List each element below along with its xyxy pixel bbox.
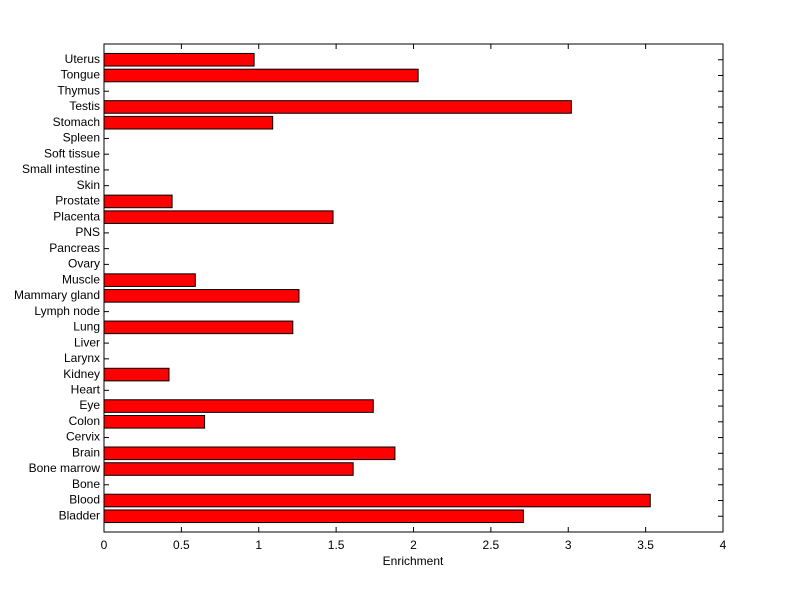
y-tick-label: Prostate (55, 194, 100, 208)
y-tick-label: Pancreas (49, 241, 100, 255)
y-tick-label: Placenta (53, 209, 100, 223)
y-tick-label: Bladder (59, 508, 100, 522)
bar (103, 493, 651, 508)
x-tick-label: 3 (565, 538, 572, 552)
y-tick-label: Lung (73, 320, 100, 334)
x-tick-label: 0.5 (173, 538, 190, 552)
y-tick-label: Bone (72, 477, 100, 491)
y-tick-label: Spleen (63, 131, 100, 145)
y-tick-label: Colon (69, 414, 100, 428)
bar (103, 509, 524, 524)
y-tick-label: Blood (69, 493, 100, 507)
y-tick-label: Heart (71, 382, 101, 396)
bar (103, 399, 374, 413)
y-tick-label: Liver (74, 335, 100, 349)
x-tick-label: 4 (720, 538, 727, 552)
bar (103, 462, 354, 476)
y-tick-label: Ovary (68, 257, 100, 271)
y-tick-label: Muscle (62, 272, 100, 286)
y-tick-label: Testis (69, 99, 100, 113)
y-tick-label: Small intestine (22, 162, 100, 176)
y-tick-label: Cervix (66, 430, 100, 444)
y-tick-label: Skin (77, 178, 100, 192)
y-tick-label: Stomach (53, 115, 100, 129)
x-tick-label: 2.5 (483, 538, 500, 552)
bar (103, 273, 196, 287)
bar (103, 194, 173, 209)
x-tick-label: 3.5 (637, 538, 654, 552)
y-tick-label: Larynx (64, 351, 100, 365)
y-tick-label: Lymph node (34, 304, 100, 318)
y-tick-label: PNS (75, 225, 100, 239)
bar (103, 68, 419, 83)
bar (103, 100, 572, 114)
bar (103, 367, 170, 382)
y-tick-label: Bone marrow (29, 461, 101, 475)
bar (103, 446, 396, 461)
y-tick-label: Thymus (57, 83, 100, 97)
y-tick-label: Eye (79, 398, 100, 412)
y-tick-label: Mammary gland (14, 288, 100, 302)
y-tick-label: Tongue (61, 68, 101, 82)
x-tick-label: 2 (410, 538, 417, 552)
x-tick-label: 1.5 (328, 538, 345, 552)
x-axis-label: Enrichment (383, 554, 444, 568)
bar (103, 115, 274, 130)
y-tick-label: Soft tissue (44, 146, 100, 160)
bar (103, 415, 206, 429)
bar (103, 52, 255, 67)
bar (103, 210, 334, 224)
bar (103, 320, 294, 335)
y-tick-label: Brain (72, 445, 100, 459)
y-tick-label: Kidney (63, 367, 100, 381)
x-tick-label: 1 (255, 538, 262, 552)
x-tick-label: 0 (101, 538, 108, 552)
y-tick-label: Uterus (65, 52, 100, 66)
bar (103, 289, 300, 303)
